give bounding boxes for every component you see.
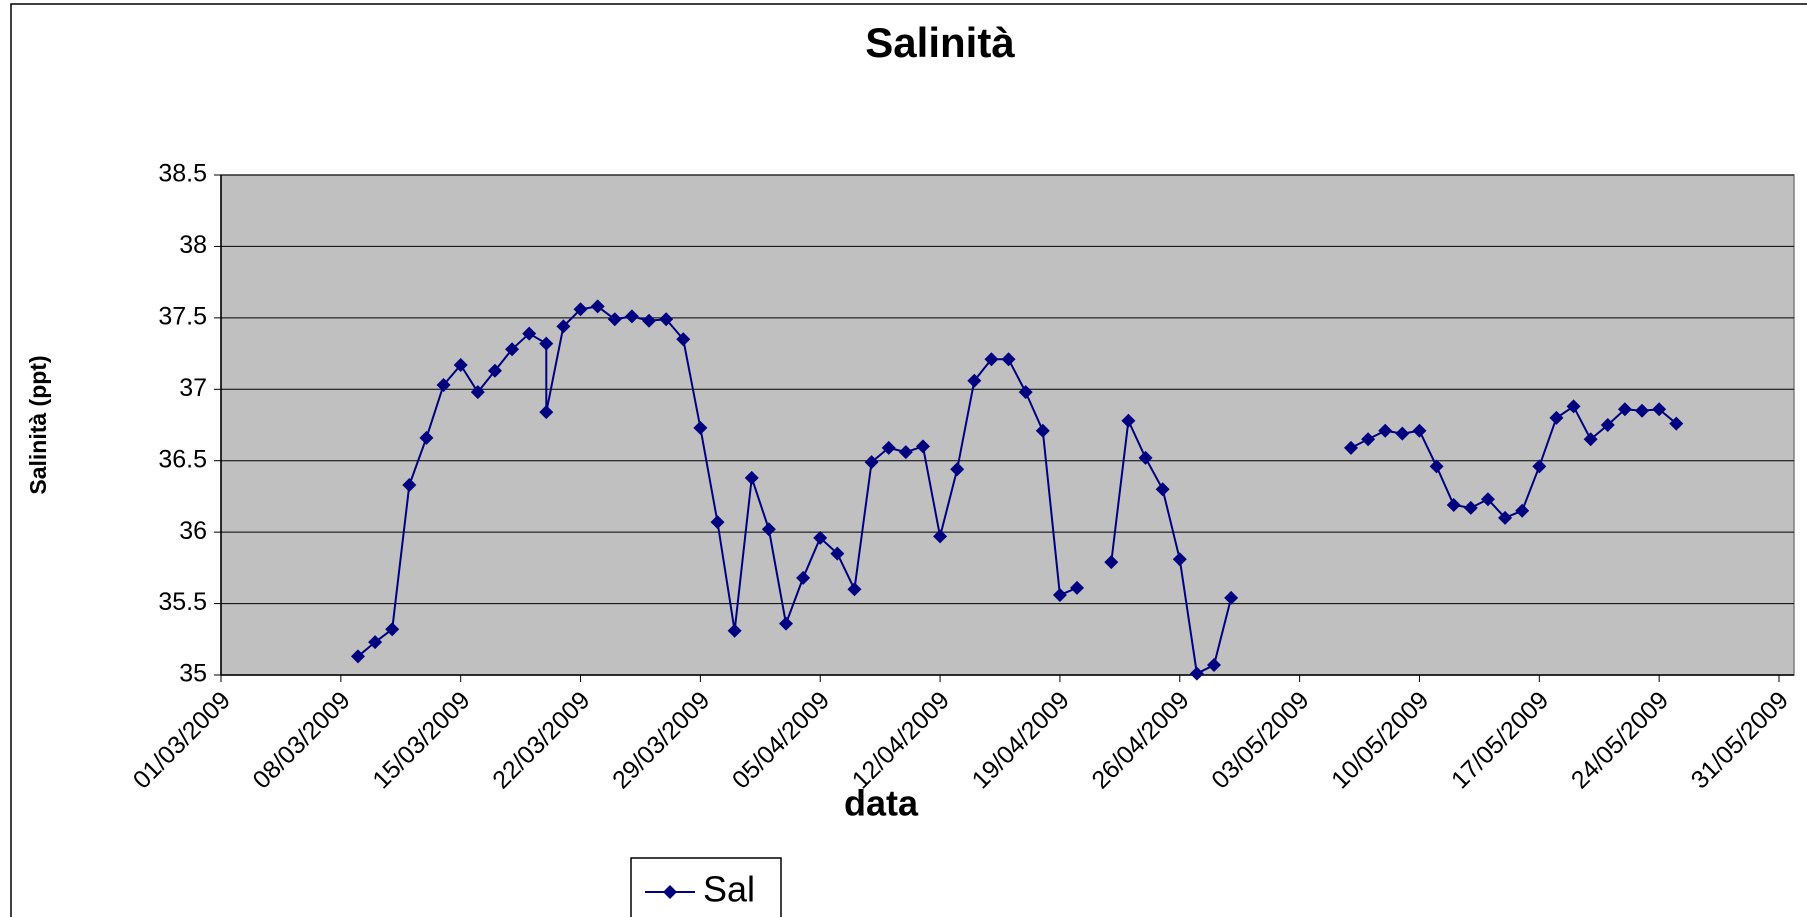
data-point	[1138, 450, 1153, 465]
data-point	[984, 352, 999, 367]
data-point	[1652, 402, 1667, 417]
data-point	[419, 430, 434, 445]
y-tick-label: 38	[179, 231, 207, 259]
data-point	[1566, 399, 1581, 414]
data-point	[1395, 426, 1410, 441]
data-point	[1429, 459, 1444, 474]
data-point	[470, 385, 485, 400]
data-point	[1583, 432, 1598, 447]
data-point	[1635, 403, 1650, 418]
legend-label: Sal	[703, 869, 755, 910]
data-point	[1498, 510, 1513, 525]
data-point	[710, 515, 725, 530]
data-point	[385, 622, 400, 637]
data-point	[522, 326, 537, 341]
data-point	[1121, 413, 1136, 428]
chart-title: Salinità	[865, 19, 1015, 66]
legend-marker	[663, 885, 677, 899]
data-point	[967, 373, 982, 388]
data-point	[368, 635, 383, 650]
data-point	[744, 470, 759, 485]
data-point	[642, 313, 657, 328]
data-point	[1052, 588, 1067, 602]
data-point	[1378, 423, 1393, 438]
data-point	[1412, 423, 1427, 438]
data-point	[453, 358, 468, 372]
data-point	[1669, 416, 1684, 431]
y-tick-label: 37.5	[158, 302, 207, 330]
data-point	[830, 546, 845, 561]
y-tick-label: 35	[179, 660, 207, 688]
data-point	[1617, 402, 1632, 417]
data-point	[1532, 459, 1547, 474]
data-point	[1018, 385, 1033, 400]
data-point	[778, 616, 793, 631]
data-point	[402, 478, 417, 492]
data-point	[915, 439, 930, 454]
data-point	[950, 462, 965, 477]
data-point	[1515, 503, 1530, 518]
data-point	[556, 319, 571, 334]
data-point	[1549, 410, 1564, 425]
data-point	[1189, 666, 1204, 681]
data-point	[1172, 552, 1187, 567]
data-point	[539, 405, 554, 420]
y-axis-label: Salinità (ppt)	[25, 355, 51, 494]
data-point	[1001, 352, 1016, 367]
data-point	[847, 582, 862, 597]
data-point	[539, 336, 554, 351]
data-point	[1070, 580, 1085, 595]
data-point	[487, 363, 502, 378]
data-point	[1480, 492, 1495, 507]
data-point	[573, 302, 588, 317]
data-point	[624, 309, 639, 324]
data-point	[796, 570, 811, 585]
data-point	[933, 529, 948, 544]
data-point	[864, 455, 879, 470]
data-point	[676, 332, 691, 347]
data-point	[1463, 500, 1478, 515]
y-tick-label: 36.5	[158, 445, 207, 473]
data-point	[727, 623, 742, 638]
data-point	[693, 420, 708, 435]
data-point	[881, 440, 896, 455]
y-tick-label: 35.5	[158, 588, 207, 616]
data-point	[350, 649, 365, 664]
data-point	[1343, 440, 1358, 455]
data-point	[1446, 498, 1461, 512]
data-point	[590, 299, 605, 314]
y-tick-label: 38.5	[158, 160, 207, 188]
data-point	[607, 312, 622, 327]
data-point	[1600, 418, 1615, 432]
data-point	[1361, 432, 1376, 447]
legend-box	[630, 857, 782, 917]
data-point	[1207, 658, 1222, 672]
data-point	[1224, 590, 1239, 605]
y-tick-label: 37	[179, 374, 207, 402]
plot-area	[220, 174, 1795, 676]
data-point	[659, 312, 674, 327]
data-point	[505, 342, 520, 357]
y-tick-label: 36	[179, 517, 207, 545]
data-point	[898, 445, 913, 460]
data-point	[436, 378, 451, 392]
x-axis-label: data	[844, 783, 919, 824]
data-point	[813, 530, 828, 545]
data-point	[761, 522, 776, 537]
data-point	[1104, 555, 1119, 570]
data-point	[1155, 482, 1170, 497]
data-point	[1035, 423, 1050, 438]
